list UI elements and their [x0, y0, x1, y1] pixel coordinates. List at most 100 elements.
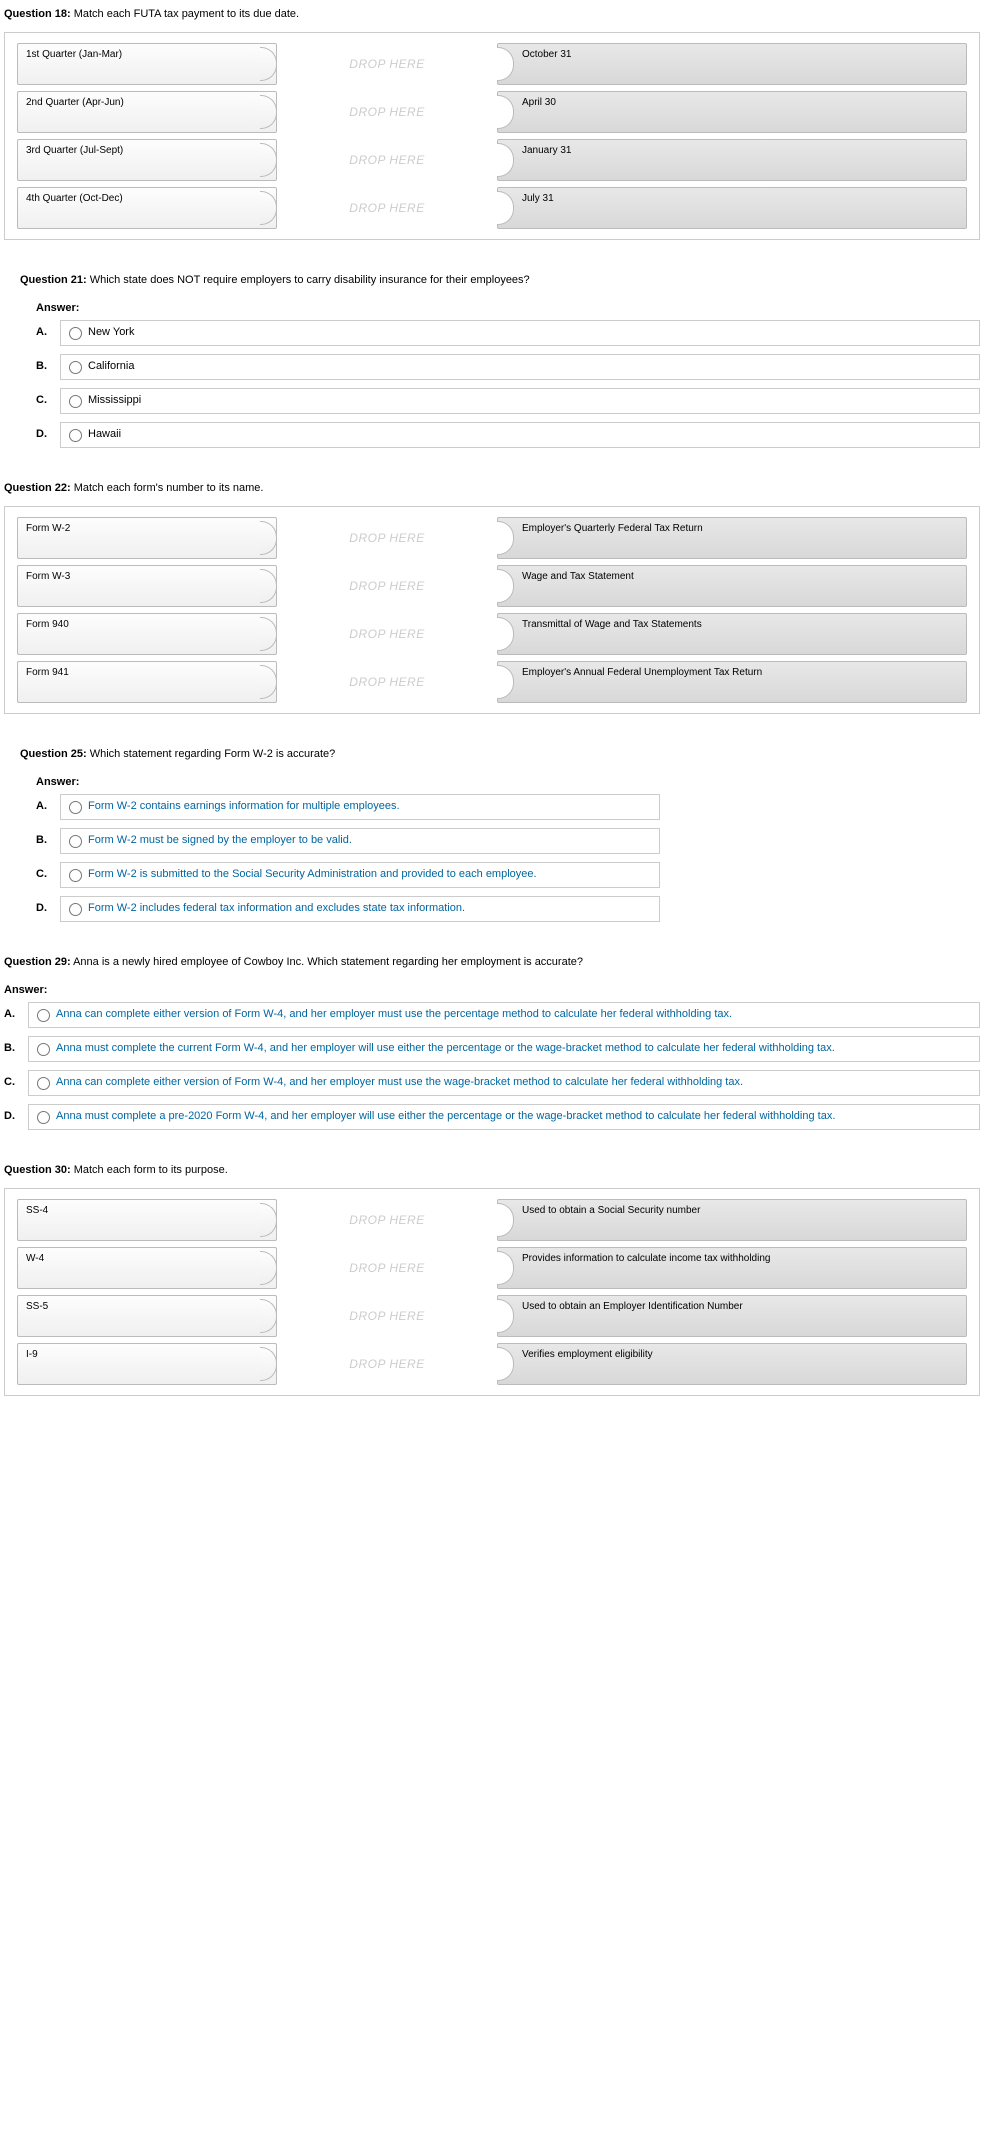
radio-input[interactable] [69, 869, 82, 882]
match-row: 2nd Quarter (Apr-Jun) DROP HERE April 30 [17, 91, 967, 133]
match-row: Form 940 DROP HERE Transmittal of Wage a… [17, 613, 967, 655]
mc-option[interactable]: Form W-2 contains earnings information f… [60, 794, 660, 820]
radio-input[interactable] [69, 429, 82, 442]
mc-row: A. New York [36, 320, 980, 346]
drag-item[interactable]: Form W-2 [17, 517, 277, 559]
drop-target[interactable]: July 31 [497, 187, 967, 229]
mc-option[interactable]: Form W-2 must be signed by the employer … [60, 828, 660, 854]
question-number: Question 21: [20, 274, 87, 286]
mc-option[interactable]: Hawaii [60, 422, 980, 448]
radio-input[interactable] [37, 1111, 50, 1124]
match-row: SS-5 DROP HERE Used to obtain an Employe… [17, 1295, 967, 1337]
option-text: Hawaii [88, 428, 121, 440]
question-25: Question 25: Which statement regarding F… [20, 744, 980, 922]
option-letter: C. [4, 1070, 28, 1088]
question-number: Question 29: [4, 956, 71, 968]
radio-input[interactable] [69, 361, 82, 374]
mc-row: B. California [36, 354, 980, 380]
drop-zone[interactable]: DROP HERE [277, 91, 497, 133]
mc-row: C. Mississippi [36, 388, 980, 414]
drop-target[interactable]: October 31 [497, 43, 967, 85]
drop-zone[interactable]: DROP HERE [277, 1247, 497, 1289]
mc-row: B. Form W-2 must be signed by the employ… [36, 828, 980, 854]
drag-item[interactable]: 1st Quarter (Jan-Mar) [17, 43, 277, 85]
option-text: Anna must complete a pre-2020 Form W-4, … [56, 1110, 835, 1122]
question-text: Question 25: Which statement regarding F… [20, 744, 980, 772]
question-prompt: Match each form's number to its name. [74, 482, 264, 494]
question-18: Question 18: Match each FUTA tax payment… [4, 4, 980, 240]
mc-option[interactable]: New York [60, 320, 980, 346]
drag-item[interactable]: SS-5 [17, 1295, 277, 1337]
option-letter: B. [36, 828, 60, 846]
radio-input[interactable] [69, 903, 82, 916]
drop-zone[interactable]: DROP HERE [277, 661, 497, 703]
match-row: 1st Quarter (Jan-Mar) DROP HERE October … [17, 43, 967, 85]
mc-option[interactable]: Anna can complete either version of Form… [28, 1002, 980, 1028]
drop-target[interactable]: Transmittal of Wage and Tax Statements [497, 613, 967, 655]
drop-target[interactable]: Employer's Annual Federal Unemployment T… [497, 661, 967, 703]
radio-input[interactable] [37, 1077, 50, 1090]
drag-item[interactable]: SS-4 [17, 1199, 277, 1241]
option-text: Form W-2 contains earnings information f… [88, 800, 400, 812]
radio-input[interactable] [69, 801, 82, 814]
drop-zone[interactable]: DROP HERE [277, 565, 497, 607]
drop-target[interactable]: Used to obtain a Social Security number [497, 1199, 967, 1241]
mc-option[interactable]: Form W-2 includes federal tax informatio… [60, 896, 660, 922]
question-21: Question 21: Which state does NOT requir… [20, 270, 980, 448]
match-row: SS-4 DROP HERE Used to obtain a Social S… [17, 1199, 967, 1241]
drop-zone[interactable]: DROP HERE [277, 517, 497, 559]
mc-option[interactable]: Anna must complete a pre-2020 Form W-4, … [28, 1104, 980, 1130]
drop-zone[interactable]: DROP HERE [277, 613, 497, 655]
match-row: Form 941 DROP HERE Employer's Annual Fed… [17, 661, 967, 703]
match-container: SS-4 DROP HERE Used to obtain a Social S… [4, 1188, 980, 1396]
drag-item[interactable]: Form 940 [17, 613, 277, 655]
drop-target[interactable]: Provides information to calculate income… [497, 1247, 967, 1289]
drag-item[interactable]: 3rd Quarter (Jul-Sept) [17, 139, 277, 181]
radio-input[interactable] [69, 395, 82, 408]
option-letter: A. [4, 1002, 28, 1020]
option-letter: B. [4, 1036, 28, 1054]
mc-option[interactable]: Form W-2 is submitted to the Social Secu… [60, 862, 660, 888]
answer-label: Answer: [36, 302, 980, 314]
drag-item[interactable]: Form 941 [17, 661, 277, 703]
question-prompt: Match each form to its purpose. [74, 1164, 228, 1176]
option-letter: D. [4, 1104, 28, 1122]
drop-target[interactable]: January 31 [497, 139, 967, 181]
drag-item[interactable]: W-4 [17, 1247, 277, 1289]
question-22: Question 22: Match each form's number to… [4, 478, 980, 714]
drag-item[interactable]: 4th Quarter (Oct-Dec) [17, 187, 277, 229]
option-letter: D. [36, 422, 60, 440]
radio-input[interactable] [69, 835, 82, 848]
question-text: Question 29: Anna is a newly hired emplo… [4, 952, 980, 980]
mc-option[interactable]: Mississippi [60, 388, 980, 414]
drag-item[interactable]: I-9 [17, 1343, 277, 1385]
drop-zone[interactable]: DROP HERE [277, 1295, 497, 1337]
match-row: I-9 DROP HERE Verifies employment eligib… [17, 1343, 967, 1385]
mc-option[interactable]: Anna must complete the current Form W-4,… [28, 1036, 980, 1062]
drop-target[interactable]: April 30 [497, 91, 967, 133]
mc-option[interactable]: California [60, 354, 980, 380]
drop-zone[interactable]: DROP HERE [277, 1199, 497, 1241]
question-number: Question 22: [4, 482, 71, 494]
drop-target[interactable]: Wage and Tax Statement [497, 565, 967, 607]
option-text: Form W-2 includes federal tax informatio… [88, 902, 465, 914]
drop-zone[interactable]: DROP HERE [277, 43, 497, 85]
drop-target[interactable]: Verifies employment eligibility [497, 1343, 967, 1385]
drag-item[interactable]: Form W-3 [17, 565, 277, 607]
drop-zone[interactable]: DROP HERE [277, 139, 497, 181]
mc-row: C. Anna can complete either version of F… [4, 1070, 980, 1096]
drag-item[interactable]: 2nd Quarter (Apr-Jun) [17, 91, 277, 133]
match-container: Form W-2 DROP HERE Employer's Quarterly … [4, 506, 980, 714]
drop-zone[interactable]: DROP HERE [277, 1343, 497, 1385]
mc-row: D. Form W-2 includes federal tax informa… [36, 896, 980, 922]
radio-input[interactable] [37, 1009, 50, 1022]
radio-input[interactable] [37, 1043, 50, 1056]
drop-zone[interactable]: DROP HERE [277, 187, 497, 229]
option-text: New York [88, 326, 134, 338]
drop-target[interactable]: Employer's Quarterly Federal Tax Return [497, 517, 967, 559]
mc-option[interactable]: Anna can complete either version of Form… [28, 1070, 980, 1096]
mc-row: B. Anna must complete the current Form W… [4, 1036, 980, 1062]
radio-input[interactable] [69, 327, 82, 340]
question-29: Question 29: Anna is a newly hired emplo… [4, 952, 980, 1130]
drop-target[interactable]: Used to obtain an Employer Identificatio… [497, 1295, 967, 1337]
